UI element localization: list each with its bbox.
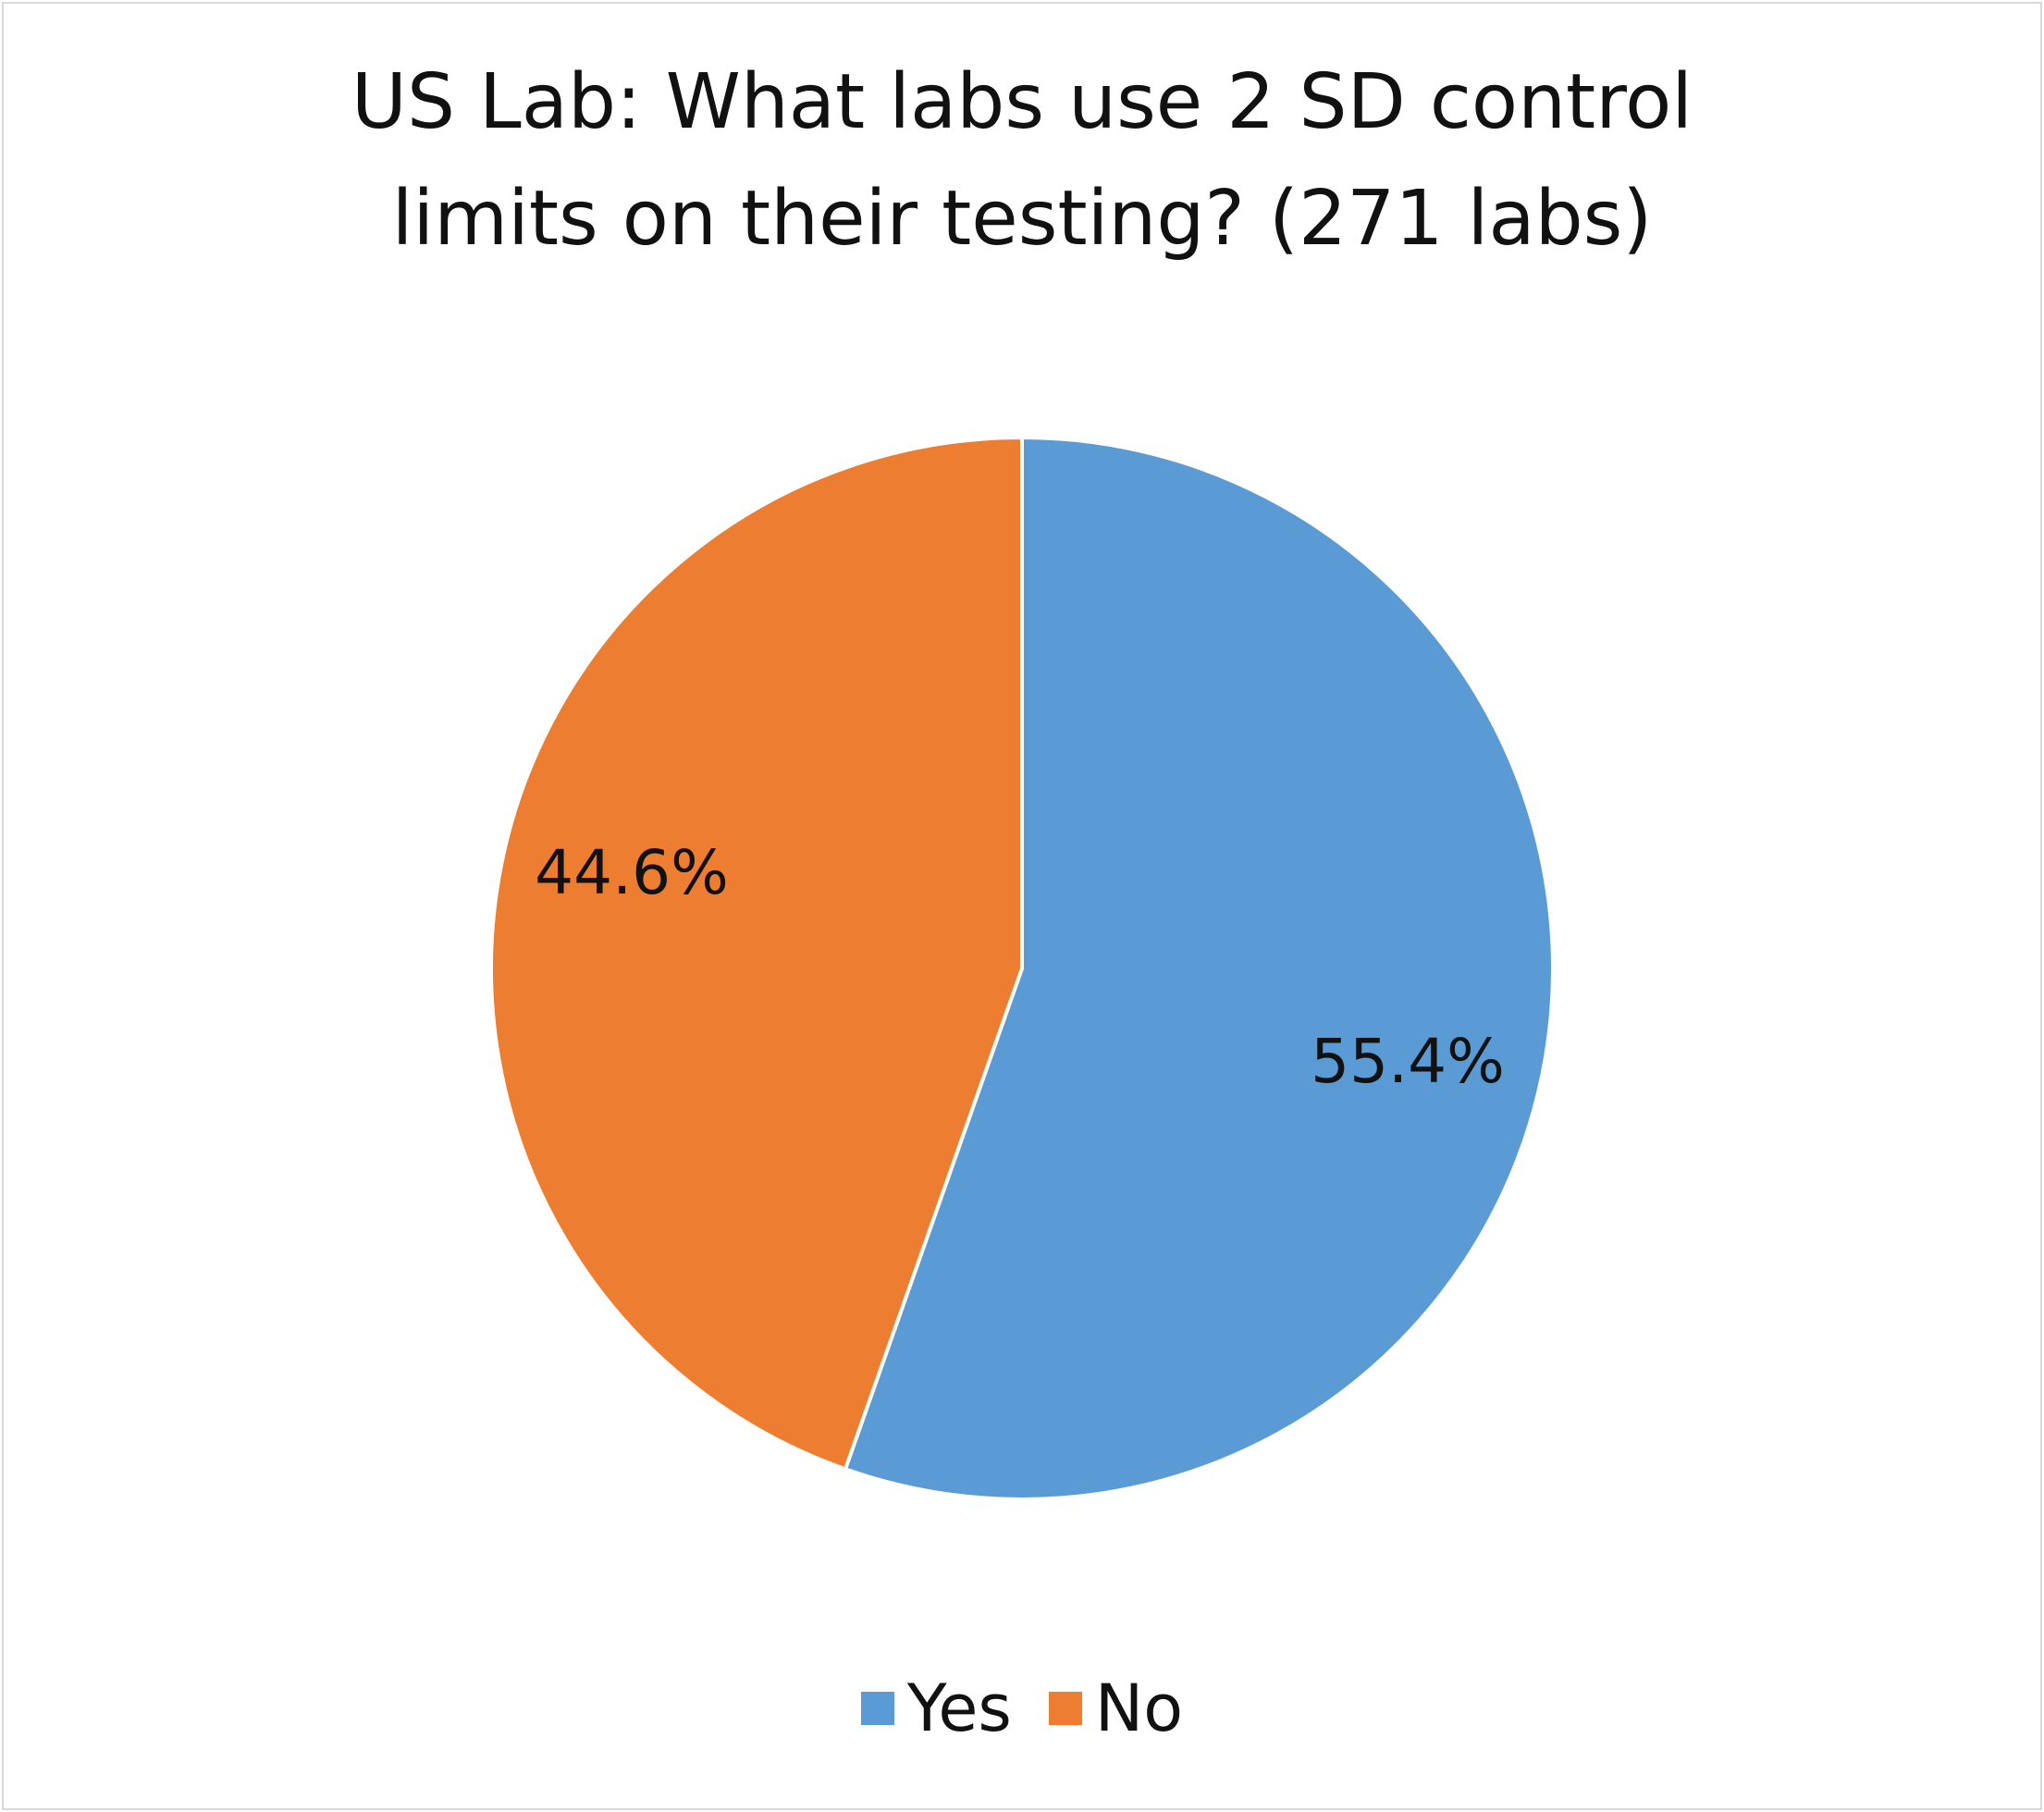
data-label-yes: 55.4%	[1311, 1026, 1505, 1097]
legend-item-yes: Yes	[860, 1670, 1012, 1746]
legend-label-yes: Yes	[906, 1670, 1012, 1746]
pie-slice-no	[489, 435, 1024, 1472]
chart-title: US Lab: What labs use 2 SD control limit…	[0, 44, 2044, 277]
legend-swatch-yes	[860, 1692, 894, 1725]
legend: Yes No	[0, 1670, 2044, 1746]
chart-title-line-2: limits on their testing? (271 labs)	[391, 175, 1653, 263]
chart-title-line-1: US Lab: What labs use 2 SD control	[351, 58, 1693, 146]
legend-label-no: No	[1094, 1670, 1184, 1746]
data-label-no: 44.6%	[535, 837, 729, 908]
legend-swatch-no	[1048, 1692, 1082, 1725]
legend-item-no: No	[1048, 1670, 1184, 1746]
